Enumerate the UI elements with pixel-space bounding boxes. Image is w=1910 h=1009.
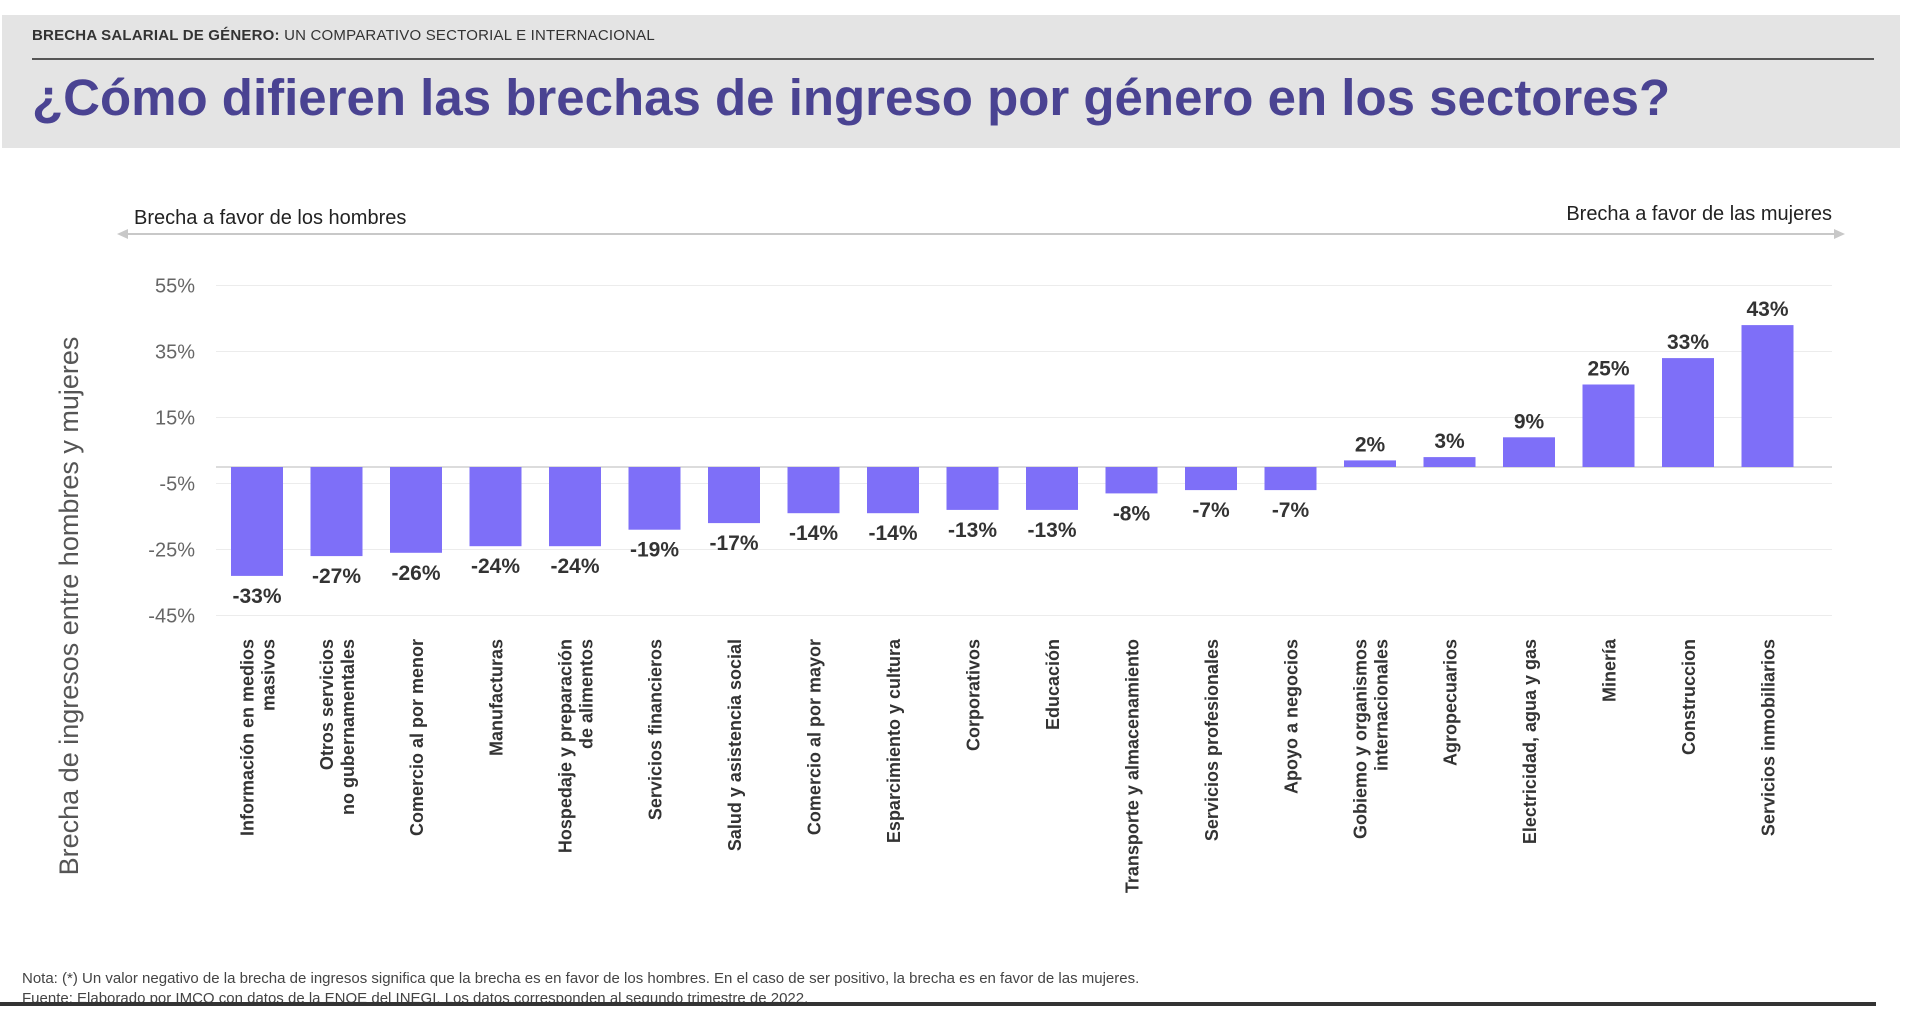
data-label: 25%	[1587, 358, 1629, 381]
bar	[946, 467, 999, 510]
x-tick-label: Apoyo a negocios	[1282, 639, 1302, 794]
arrow-right-icon	[1834, 229, 1845, 239]
x-tick-label: Transporte y almacenamiento	[1123, 639, 1143, 893]
header-divider	[32, 58, 1874, 60]
direction-left-label: Brecha a favor de los hombres	[134, 207, 406, 229]
bar	[310, 467, 363, 557]
x-tick-label: Salud y asistencia social	[725, 639, 745, 851]
x-tick-label: Servicios financieros	[646, 639, 666, 820]
header-band	[2, 15, 1900, 148]
x-tick-label: internacionales	[1372, 639, 1392, 771]
x-tick-label: Minería	[1600, 638, 1620, 702]
bar	[1185, 467, 1237, 491]
x-tick-label: Educación	[1043, 639, 1063, 730]
data-label: -27%	[312, 565, 361, 588]
arrow-left-icon	[117, 229, 128, 239]
bar	[1741, 325, 1794, 467]
bar	[1264, 467, 1317, 491]
x-tick-label: Electricidad, agua y gas	[1520, 639, 1540, 844]
direction-right-label: Brecha a favor de las mujeres	[1566, 203, 1832, 225]
bar	[549, 467, 601, 547]
data-label: -14%	[868, 522, 917, 545]
kicker: BRECHA SALARIAL DE GÉNERO: UN COMPARATIV…	[32, 27, 655, 44]
data-label: -24%	[550, 555, 599, 578]
bar	[469, 467, 522, 547]
x-tick-label: Información en medios	[238, 639, 258, 836]
kicker-rest: UN COMPARATIVO SECTORIAL E INTERNACIONAL	[279, 27, 655, 44]
x-tick-label: Servicios profesionales	[1202, 639, 1222, 841]
data-label: -13%	[948, 519, 997, 542]
x-tick-label: masivos	[259, 639, 279, 711]
bar	[1423, 457, 1476, 467]
data-label: -13%	[1027, 519, 1076, 542]
bar	[787, 467, 840, 514]
bar	[1503, 437, 1555, 467]
data-label: -7%	[1272, 499, 1310, 522]
data-label: 43%	[1746, 298, 1788, 321]
data-label: -33%	[232, 585, 281, 608]
data-label: -8%	[1113, 502, 1151, 525]
y-tick-label: -25%	[148, 540, 195, 562]
y-axis-title: Brecha de ingresos entre hombres y mujer…	[54, 337, 84, 876]
y-tick-label: -45%	[148, 606, 195, 628]
bar	[1344, 460, 1396, 467]
page-title: ¿Cómo difieren las brechas de ingreso po…	[32, 69, 1671, 126]
data-label: -17%	[709, 532, 758, 555]
kicker-bold: BRECHA SALARIAL DE GÉNERO:	[32, 27, 280, 44]
bar	[390, 467, 442, 553]
x-tick-label: no gubernamentales	[338, 639, 358, 815]
x-tick-label: Esparcimiento y cultura	[884, 638, 904, 843]
data-label: 9%	[1514, 410, 1545, 433]
x-tick-label: Servicios inmobiliarios	[1759, 639, 1779, 836]
y-tick-label: 35%	[155, 342, 195, 364]
data-label: -7%	[1192, 499, 1230, 522]
data-label: -19%	[630, 539, 679, 562]
note-text: Nota: (*) Un valor negativo de la brecha…	[22, 970, 1140, 987]
x-tick-label: Construccion	[1679, 639, 1699, 755]
x-tick-label: Hospedaje y preparación	[556, 639, 576, 853]
x-tick-label: Corporativos	[964, 639, 984, 751]
bar	[867, 467, 919, 514]
data-label: 2%	[1355, 433, 1386, 456]
bottom-rule	[0, 1002, 1876, 1006]
bar	[231, 467, 283, 576]
data-label: -24%	[471, 555, 520, 578]
bar	[1662, 358, 1714, 467]
data-label: 3%	[1434, 430, 1465, 453]
y-tick-label: 15%	[155, 408, 195, 430]
x-tick-label: Manufacturas	[487, 639, 507, 756]
x-tick-label: Otros servicios	[317, 639, 337, 770]
x-tick-label: Comercio al por mayor	[805, 639, 825, 835]
data-label: -26%	[391, 562, 440, 585]
x-tick-label: de alimentos	[577, 639, 597, 749]
bar	[708, 467, 760, 524]
bar	[1582, 384, 1635, 467]
data-label: 33%	[1667, 331, 1709, 354]
x-tick-label: Gobiemo y organismos	[1351, 639, 1371, 839]
x-tick-label: Comercio al por menor	[407, 639, 427, 836]
bar	[1026, 467, 1078, 510]
bar	[1105, 467, 1158, 494]
y-tick-label: 55%	[155, 276, 195, 298]
data-label: -14%	[789, 522, 838, 545]
x-tick-label: Agropecuarios	[1441, 639, 1461, 766]
bar	[628, 467, 681, 530]
source-text: Fuente: Elaborado por IMCO con datos de …	[22, 990, 809, 1007]
y-tick-label: -5%	[159, 474, 195, 496]
